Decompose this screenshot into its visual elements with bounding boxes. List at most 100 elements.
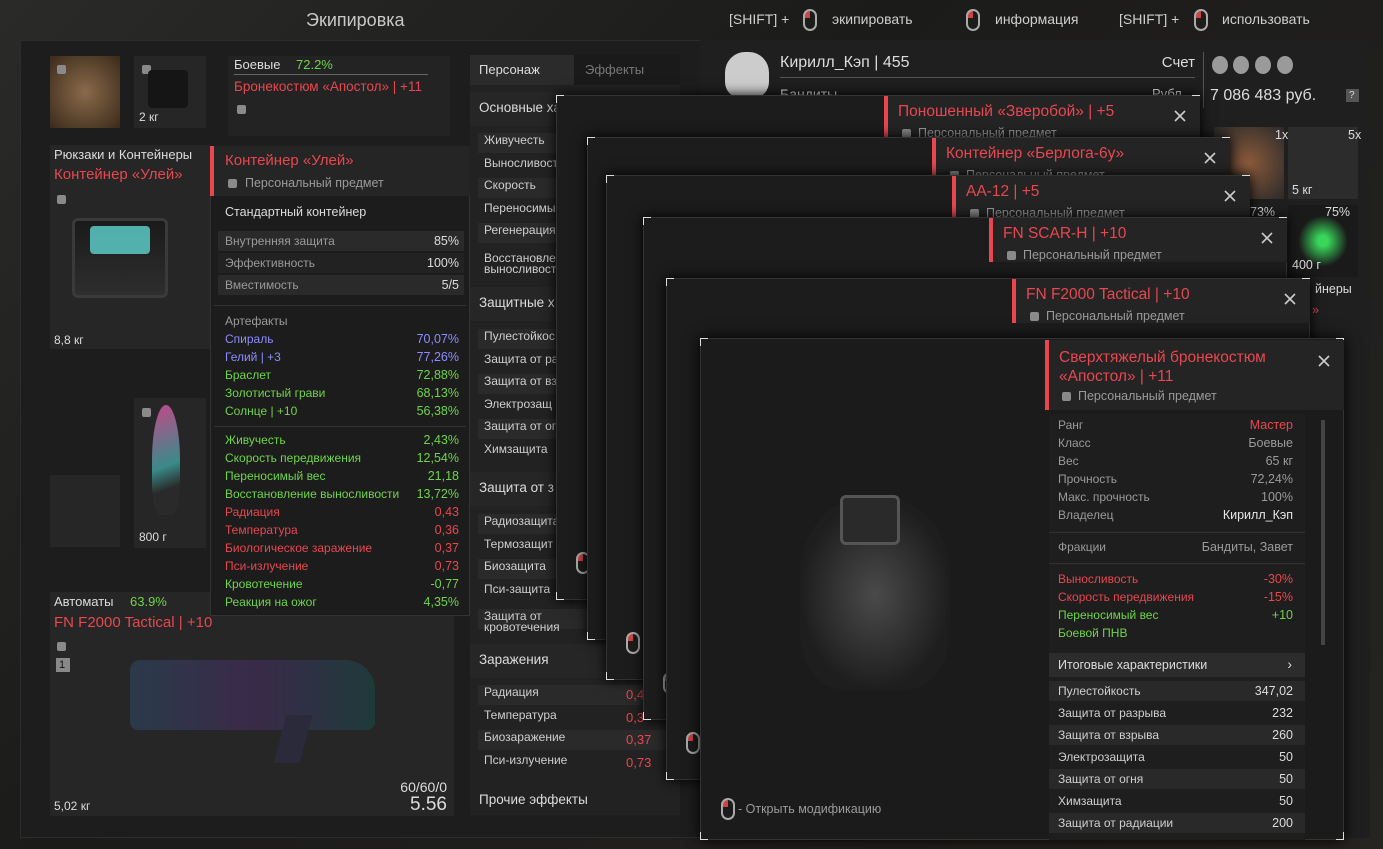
stat-value: 5/5 [441,278,459,292]
close-button[interactable] [1174,109,1186,122]
slot-class: Автоматы [54,594,114,609]
stat-row [1049,747,1305,767]
window-title: Контейнер «Берлога-6у» [946,145,1125,162]
window-title: FN SCAR-H | +10 [1003,225,1127,242]
currency-icon[interactable] [1212,56,1228,74]
stat-label: Биозаражение [484,730,566,744]
tooltip-description: Стандартный контейнер [225,205,367,219]
slot-durability: 72.2% [296,57,333,72]
effect-label: Боевой ПНВ [1058,626,1128,640]
knife-image [152,405,180,515]
property-label: Ранг [1058,418,1084,432]
player-name: Кирилл_Кэп | 455 [780,54,910,71]
lock-icon [57,642,66,651]
tooltip-title: Контейнер «Улей» [225,152,354,169]
slot-item-name: Бронекостюм «Апостол» | +11 [234,79,422,94]
inventory-label: 75% [1325,205,1351,219]
lock-icon [57,195,66,204]
window-header [1045,340,1344,410]
window-corner [1336,832,1344,840]
artifact-value: 70,07% [416,332,459,346]
stat-value: 50 [1279,772,1293,786]
artifact-name: Солнце | +10 [225,404,298,418]
section-title: Защита от з [479,480,554,495]
tab[interactable] [574,55,680,85]
stat-label: Переносимы [484,200,556,215]
stat-value: 50 [1279,794,1293,808]
hint-text: [SHIFT] + [1119,11,1180,27]
divider [1049,532,1305,533]
stat-label: Внутренняя защита [225,234,335,248]
lock-icon [142,408,151,417]
artifact-name: Браслет [225,368,271,382]
slot-empty [50,475,120,547]
stat-label: Защита от взрыва [1058,728,1160,742]
currency-icon[interactable] [1277,56,1293,74]
close-button[interactable] [1318,354,1330,367]
stat-value: 0,3 [626,709,645,725]
stat-value: 0,4 [626,687,645,702]
tooltip-header [210,146,470,196]
currency-icon[interactable] [1255,56,1271,74]
stat-value: 100% [427,256,459,270]
item-weight: 2 кг [139,110,159,124]
property-value: 72,24% [1250,472,1293,486]
window-footer: - Открыть модификацию [738,802,882,816]
property-label: Макс. прочность [1058,490,1150,504]
window-subtitle: Персональный предмет [1023,248,1162,262]
section-title: Прочие эффекты [479,792,588,807]
stat-row [1049,725,1305,745]
effect-name: Радиация [225,505,280,519]
stat-row [1049,681,1305,701]
artifact-name: Золотистый грави [225,386,326,400]
stat-label: Радиозащита [484,514,560,528]
inventory-label: 73% [1250,205,1276,219]
stat-value: 85% [433,234,459,248]
window-corner [606,175,614,183]
window-corner [643,712,651,720]
effect-value: 0,73 [434,559,459,573]
close-button[interactable] [1284,292,1296,305]
stat-value: 0,37 [626,732,652,747]
artifact-name: Спираль [225,332,274,346]
screen-title: Экипировка [306,10,405,30]
inventory-label: 5 кг [1292,183,1313,197]
artifact-value: 56,38% [416,404,459,418]
stat-label: Радиация [484,685,539,699]
effect-value: -30% [1263,572,1293,586]
stat-label: Регенерация [484,223,556,237]
property-value: Мастер [1249,418,1293,432]
stat-value: 0,73 [626,754,652,770]
stat-value: 50 [1279,750,1293,764]
property-label: Вес [1058,454,1079,468]
window-title: FN F2000 Tactical | +10 [1026,286,1190,303]
lock-icon [1030,312,1039,321]
window-corner [666,278,674,286]
window-corner [587,137,595,145]
stat-value: 260 [1272,728,1293,742]
stat-row [1049,769,1305,789]
summary-row[interactable] [1049,653,1305,677]
stat-label: Электрозащита [1058,750,1145,764]
item-weight: 800 г [139,530,167,544]
effect-name: Живучесть [225,433,286,447]
section-title: Артефакты [225,314,288,328]
property-value: Боевые [1248,436,1293,450]
property-value: Кирилл_Кэп [1222,508,1293,522]
slot-class: Рюкзаки и Контейнеры [54,147,193,162]
window-title: Поношенный «Зверобой» | +5 [898,103,1115,120]
close-button[interactable] [1204,151,1216,164]
property-value: Бандиты, Завет [1201,540,1293,554]
close-button[interactable] [1224,189,1236,202]
lock-icon [57,65,66,74]
effect-value: 21,18 [427,469,459,483]
window-corner [666,772,674,780]
effect-value: -0,77 [430,577,460,591]
stat-label: Защита от огня [1058,772,1144,786]
tab-label: Эффекты [585,62,645,77]
currency-icon[interactable] [1233,56,1249,74]
slot-number-bg [56,658,70,672]
stat-row [218,275,464,295]
armor-plate [840,495,900,545]
close-button[interactable] [1261,231,1273,244]
